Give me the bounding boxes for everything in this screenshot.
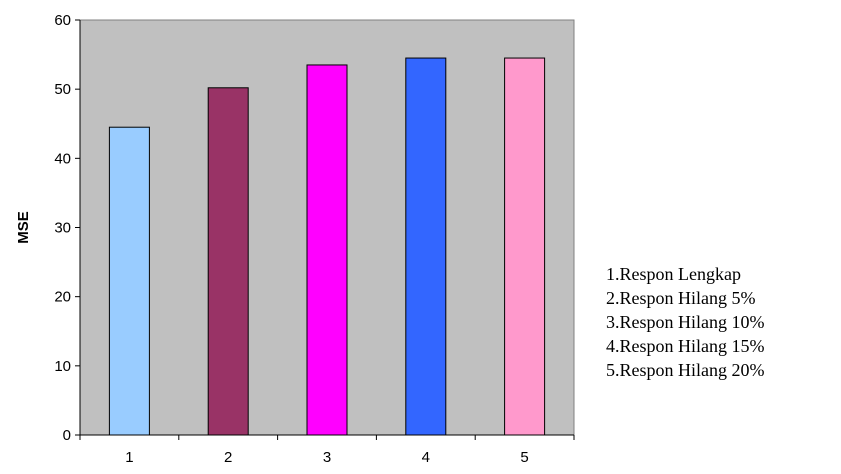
y-axis-title: MSE <box>15 211 32 244</box>
x-tick-label: 1 <box>125 449 133 466</box>
x-tick-label: 2 <box>224 449 232 466</box>
x-tick-label: 4 <box>422 449 430 466</box>
y-tick-label: 20 <box>54 289 71 306</box>
bar-4 <box>405 57 447 436</box>
legend-item: 4.Respon Hilang 15% <box>606 336 765 356</box>
y-tick-label: 30 <box>54 220 71 237</box>
x-tick-label: 5 <box>520 449 528 466</box>
legend-item: 5.Respon Hilang 20% <box>606 360 765 380</box>
bar-5 <box>504 57 546 436</box>
legend-item: 3.Respon Hilang 10% <box>606 312 765 332</box>
legend: 1.Respon Lengkap 2.Respon Hilang 5% 3.Re… <box>606 262 764 382</box>
legend-item: 1.Respon Lengkap <box>606 264 741 284</box>
bar-1 <box>108 126 150 436</box>
y-tick-label: 10 <box>54 358 71 375</box>
y-tick-label: 50 <box>54 81 71 98</box>
bar-3 <box>306 64 348 436</box>
axes-group: 0 10 20 30 40 50 60 1 2 3 4 5 <box>54 12 575 466</box>
y-tick-label: 60 <box>54 12 71 29</box>
y-tick-label: 0 <box>63 427 71 444</box>
y-tick-label: 40 <box>54 150 71 167</box>
bars-group <box>108 57 546 436</box>
x-tick-label: 3 <box>323 449 331 466</box>
legend-item: 2.Respon Hilang 5% <box>606 288 756 308</box>
bar-2 <box>207 87 249 436</box>
